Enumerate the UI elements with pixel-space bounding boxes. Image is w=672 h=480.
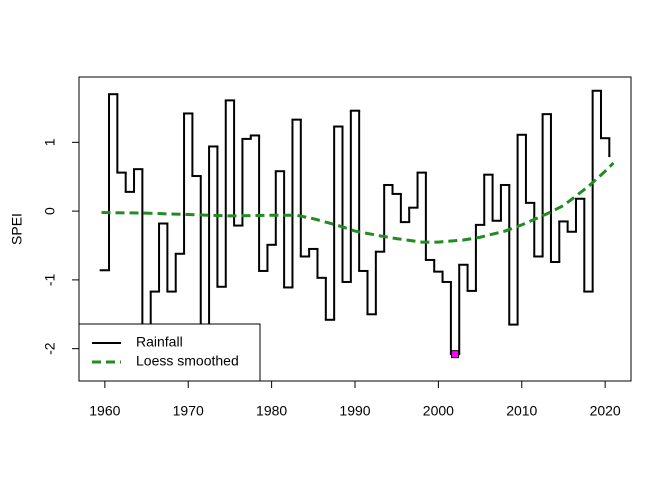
x-tick-label: 2020	[590, 403, 621, 419]
x-tick-label: 1960	[89, 403, 120, 419]
y-axis-label: SPEI	[9, 213, 25, 245]
x-tick-label: 2010	[506, 403, 537, 419]
y-tick-label: -1	[42, 273, 58, 286]
loess-line	[101, 161, 615, 244]
legend-label: Loess smoothed	[136, 353, 239, 369]
minimum-marker	[451, 350, 460, 359]
x-tick-label: 1990	[339, 403, 370, 419]
x-tick-label: 2000	[423, 403, 454, 419]
x-tick-label: 1980	[256, 403, 287, 419]
y-tick-label: -2	[42, 342, 58, 355]
rainfall-steps	[99, 89, 611, 356]
x-tick-label: 1970	[173, 403, 204, 419]
legend-label: Rainfall	[136, 334, 183, 350]
y-tick-label: 0	[42, 207, 58, 215]
y-tick-label: 1	[42, 138, 58, 146]
legend-box	[78, 323, 261, 382]
plot-frame	[78, 76, 632, 382]
